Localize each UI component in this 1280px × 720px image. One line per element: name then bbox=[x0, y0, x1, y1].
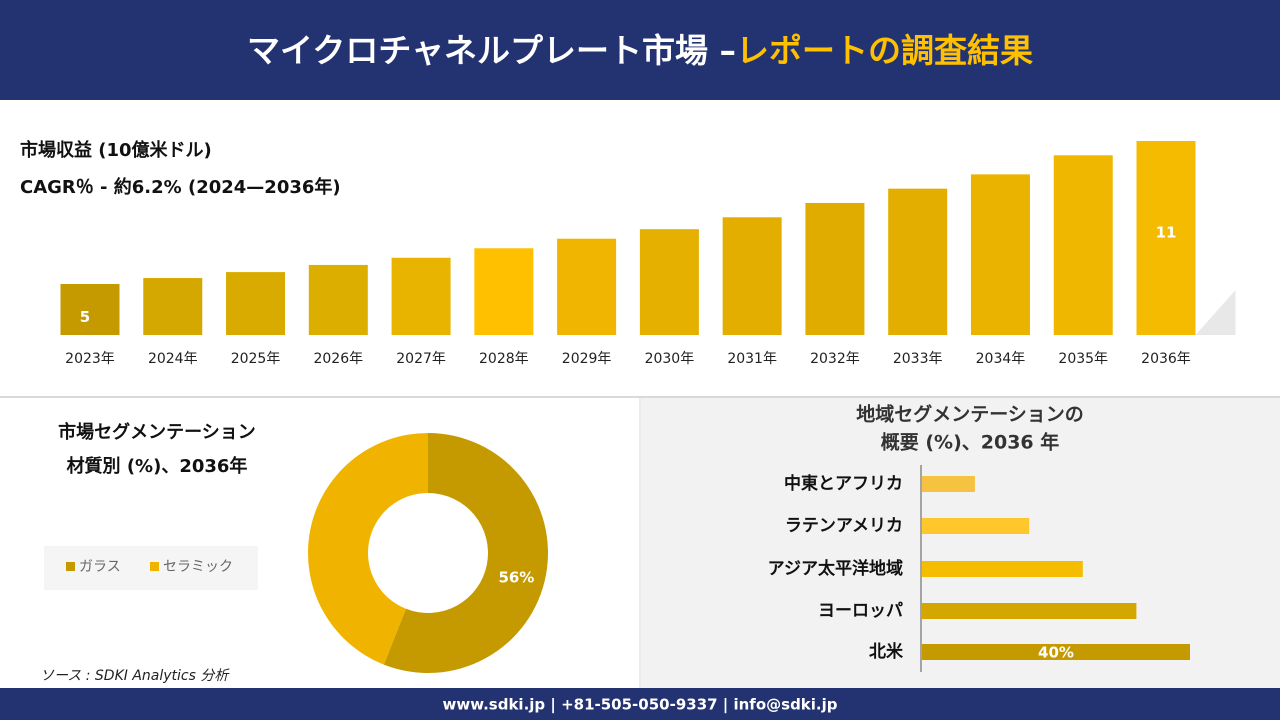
bar bbox=[143, 278, 203, 335]
bar bbox=[308, 264, 368, 335]
legend-label: ガラス bbox=[79, 559, 121, 575]
data-label: 5 bbox=[80, 308, 90, 326]
x-tick-label: 2025年 bbox=[231, 351, 281, 367]
chart-title: 地域セグメンテーションの bbox=[856, 403, 1084, 426]
bar bbox=[805, 202, 865, 335]
donut-slice bbox=[307, 433, 428, 665]
bar bbox=[226, 272, 286, 335]
x-tick-label: 2033年 bbox=[893, 351, 943, 367]
y-tick-label: ラテンアメリカ bbox=[785, 516, 903, 536]
x-tick-label: 2032年 bbox=[810, 351, 860, 367]
title-highlight: レポートの調査結果 bbox=[736, 31, 1033, 70]
title-main: マイクロチャネルプレート市場 – bbox=[247, 31, 736, 70]
x-tick-label: 2036年 bbox=[1141, 351, 1191, 367]
chart-title: 市場収益 (10億米ドル) bbox=[20, 139, 212, 161]
y-tick-label: ヨーロッパ bbox=[818, 601, 903, 621]
bar bbox=[639, 229, 699, 335]
bar bbox=[557, 238, 617, 335]
bar bbox=[970, 174, 1030, 335]
header-bar bbox=[0, 0, 1280, 100]
x-tick-label: 2034年 bbox=[976, 351, 1026, 367]
region-panel bbox=[641, 398, 1280, 688]
data-label: 40% bbox=[1038, 644, 1074, 662]
data-label: 56% bbox=[498, 568, 534, 586]
y-tick-label: 北米 bbox=[869, 641, 904, 662]
x-tick-label: 2027年 bbox=[396, 351, 446, 367]
bar bbox=[722, 217, 782, 335]
x-tick-label: 2028年 bbox=[479, 351, 529, 367]
chart-subtitle: CAGR％ - 約6.2% (2024—2036年) bbox=[20, 176, 341, 198]
y-tick-label: 中東とアフリカ bbox=[784, 473, 903, 494]
source: ソース : SDKI Analytics 分析 bbox=[40, 668, 230, 684]
bar bbox=[391, 257, 451, 335]
legend-label: セラミック bbox=[163, 559, 233, 575]
x-tick-label: 2026年 bbox=[313, 351, 363, 367]
legend-swatch bbox=[150, 562, 159, 571]
bar bbox=[922, 476, 975, 492]
x-tick-label: 2031年 bbox=[727, 351, 777, 367]
bar bbox=[922, 518, 1030, 534]
legend-swatch bbox=[66, 562, 75, 571]
x-tick-label: 2030年 bbox=[645, 351, 695, 367]
chart-title: 市場セグメンテーション bbox=[58, 421, 256, 443]
footer-bar bbox=[0, 688, 1280, 720]
x-tick-label: 2024年 bbox=[148, 351, 198, 367]
bar bbox=[922, 561, 1083, 577]
bar bbox=[922, 644, 1190, 660]
chart-title: 概要 (%)、2036 年 bbox=[881, 431, 1060, 454]
bar bbox=[888, 188, 948, 335]
bar bbox=[922, 603, 1137, 619]
data-label: 11 bbox=[1156, 224, 1177, 242]
chart-title: 材質別 (%)、2036年 bbox=[67, 455, 248, 477]
charts: 市場収益 (10億米ドル) CAGR％ - 約6.2% (2024—2036年) 2… bbox=[20, 139, 1236, 673]
y-tick-label: アジア太平洋地域 bbox=[768, 558, 903, 579]
bar bbox=[474, 248, 534, 335]
donut-slice bbox=[383, 433, 548, 673]
bar bbox=[1053, 155, 1113, 335]
bar bbox=[1136, 141, 1196, 335]
header-title: マイクロチャネルプレート市場 –レポートの調査結果 bbox=[247, 31, 1033, 70]
x-tick-label: 2023年 bbox=[65, 351, 115, 367]
x-tick-label: 2035年 bbox=[1058, 351, 1108, 367]
x-tick-label: 2029年 bbox=[562, 351, 612, 367]
footer-contact: www.sdki.jp | +81-505-050-9337 | info@sd… bbox=[442, 696, 837, 715]
bar bbox=[60, 284, 120, 335]
